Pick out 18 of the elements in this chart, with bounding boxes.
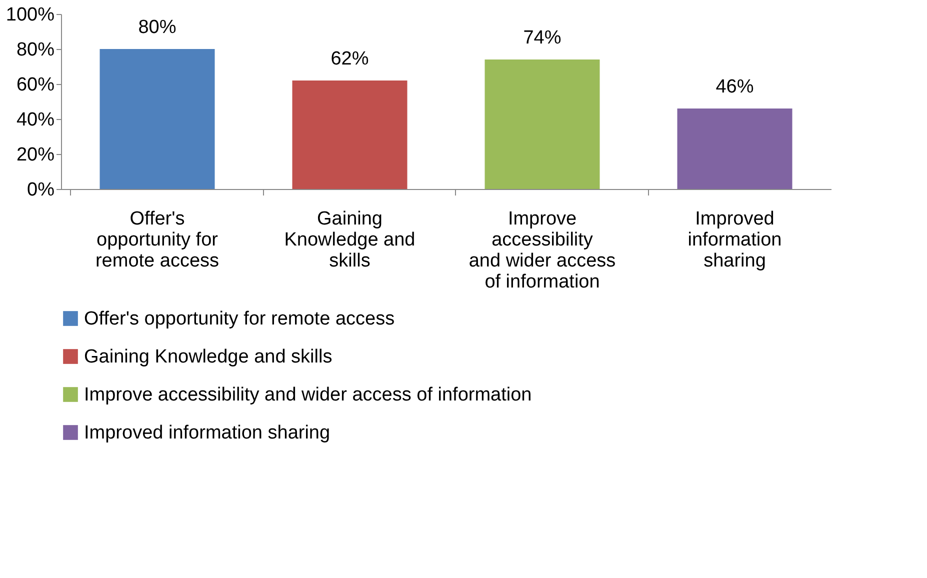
legend-label: Improve accessibility and wider access of information (84, 384, 532, 406)
y-tick-label: 0% (27, 180, 55, 200)
data-label: 62% (330, 48, 369, 70)
y-tick-label: 60% (16, 74, 55, 96)
y-tick-label: 80% (16, 40, 55, 60)
x-tick-label: Improve accessibility and wider access of information (468, 208, 616, 292)
y-tick-label: 40% (16, 110, 55, 130)
legend-label: Gaining Knowledge and skills (84, 346, 332, 368)
y-tick-label: 20% (16, 144, 55, 166)
x-tick-label: Gaining Knowledge and skills (284, 208, 416, 272)
y-tick-label: 100% (6, 4, 55, 26)
legend-label: Offer's opportunity for remote access (84, 308, 395, 330)
data-label: 74% (523, 28, 562, 48)
x-tick-label: Offer's opportunity for remote access (95, 208, 220, 272)
data-label: 80% (138, 17, 176, 38)
legend-label: Improved information sharing (84, 422, 330, 444)
x-tick-label: Improved information sharing (688, 208, 782, 272)
data-label: 46% (716, 76, 754, 98)
